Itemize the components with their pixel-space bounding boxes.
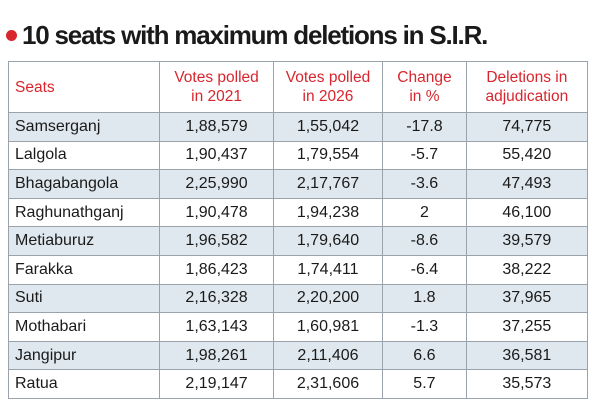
seat-name: Suti bbox=[7, 283, 161, 314]
table-cell: 37,255 bbox=[465, 312, 589, 342]
table-cell: 46,100 bbox=[465, 197, 589, 228]
table-cell: 2,19,147 bbox=[159, 369, 274, 399]
table-cell: 1,79,554 bbox=[272, 140, 384, 171]
header-line: Seats bbox=[15, 78, 55, 96]
table-cell: -17.8 bbox=[382, 112, 467, 142]
seat-name: Mothabari bbox=[7, 312, 161, 342]
table-cell: -8.6 bbox=[382, 226, 467, 256]
table-cell: 5.7 bbox=[382, 369, 467, 399]
table-cell: 36,581 bbox=[465, 340, 589, 371]
table-cell: 2,16,328 bbox=[159, 283, 274, 314]
table-cell: -6.4 bbox=[382, 254, 467, 285]
table-row: Samserganj 1,88,579 1,55,042 -17.8 74,775 bbox=[7, 112, 589, 142]
header-line: Change bbox=[397, 69, 452, 86]
header-line: adjudication bbox=[485, 88, 569, 105]
table-row: Jangipur 1,98,261 2,11,406 6.6 36,581 bbox=[7, 340, 589, 371]
title: 10 seats with maximum deletions in S.I.R… bbox=[22, 19, 488, 50]
column-header: Seats bbox=[7, 61, 161, 113]
column-header: Deletions in adjudication bbox=[465, 61, 589, 113]
header-line: in 2026 bbox=[302, 88, 354, 105]
table-cell: 2,11,406 bbox=[272, 340, 384, 371]
table-cell: -3.6 bbox=[382, 169, 467, 199]
seat-name: Bhagabangola bbox=[7, 169, 161, 199]
table-cell: 1,63,143 bbox=[159, 312, 274, 342]
table-cell: 2,20,200 bbox=[272, 283, 384, 314]
table-cell: 1,98,261 bbox=[159, 340, 274, 371]
header-line: in % bbox=[409, 88, 440, 105]
table-cell: 47,493 bbox=[465, 169, 589, 199]
column-header: Votes polled in 2026 bbox=[272, 61, 384, 113]
table-cell: 2 bbox=[382, 197, 467, 228]
seat-name: Ratua bbox=[7, 369, 161, 399]
table-cell: 6.6 bbox=[382, 340, 467, 371]
seat-name: Lalgola bbox=[7, 140, 161, 171]
table-cell: 1,96,582 bbox=[159, 226, 274, 256]
table-row: Ratua 2,19,147 2,31,606 5.7 35,573 bbox=[7, 369, 589, 399]
table-row: Raghunathganj 1,90,478 1,94,238 2 46,100 bbox=[7, 197, 589, 228]
header-line: Votes polled bbox=[285, 69, 371, 86]
table-row: Suti 2,16,328 2,20,200 1.8 37,965 bbox=[7, 283, 589, 314]
table-cell: 1,79,640 bbox=[272, 226, 384, 256]
table-cell: 74,775 bbox=[465, 112, 589, 142]
title-row: 10 seats with maximum deletions in S.I.R… bbox=[6, 16, 488, 54]
table-cell: 2,25,990 bbox=[159, 169, 274, 199]
table-cell: 55,420 bbox=[465, 140, 589, 171]
seat-name: Samserganj bbox=[7, 112, 161, 142]
header-line: Votes polled bbox=[174, 69, 259, 86]
column-header: Change in % bbox=[382, 61, 467, 113]
table-cell: 1,94,238 bbox=[272, 197, 384, 228]
table-cell: 1,90,437 bbox=[159, 140, 274, 171]
seat-name: Metiaburuz bbox=[7, 226, 161, 256]
table-cell: 38,222 bbox=[465, 254, 589, 285]
table-cell: 1.8 bbox=[382, 283, 467, 314]
table-cell: 39,579 bbox=[465, 226, 589, 256]
header-line: Deletions in bbox=[486, 69, 568, 86]
header-row: Seats Votes polled in 2021 Votes polled in 2… bbox=[7, 61, 589, 113]
table-cell: -1.3 bbox=[382, 312, 467, 342]
table-cell: 1,60,981 bbox=[272, 312, 384, 342]
table-row: Farakka 1,86,423 1,74,411 -6.4 38,222 bbox=[7, 254, 589, 285]
table-cell: 37,965 bbox=[465, 283, 589, 314]
table-cell: 1,74,411 bbox=[272, 254, 384, 285]
table-row: Bhagabangola 2,25,990 2,17,767 -3.6 47,493 bbox=[7, 169, 589, 199]
table-cell: 1,86,423 bbox=[159, 254, 274, 285]
table-cell: 2,17,767 bbox=[272, 169, 384, 199]
seat-name: Jangipur bbox=[7, 340, 161, 371]
header-line: in 2021 bbox=[191, 88, 242, 105]
table-cell: 35,573 bbox=[465, 369, 589, 399]
table-cell: -5.7 bbox=[382, 140, 467, 171]
table-row: Lalgola 1,90,437 1,79,554 -5.7 55,420 bbox=[7, 140, 589, 171]
table-cell: 2,31,606 bbox=[272, 369, 384, 399]
table-body: Samserganj 1,88,579 1,55,042 -17.8 74,775 Lal… bbox=[7, 112, 589, 399]
table-cell: 1,88,579 bbox=[159, 112, 274, 142]
table-cell: 1,90,478 bbox=[159, 197, 274, 228]
bullet bbox=[6, 29, 17, 41]
seat-name: Raghunathganj bbox=[7, 197, 161, 228]
table-cell: 1,55,042 bbox=[272, 112, 384, 142]
seat-name: Farakka bbox=[7, 254, 161, 285]
column-header: Votes polled in 2021 bbox=[159, 61, 274, 113]
table-row: Mothabari 1,63,143 1,60,981 -1.3 37,255 bbox=[7, 312, 589, 342]
table-row: Metiaburuz 1,96,582 1,79,640 -8.6 39,579 bbox=[7, 226, 589, 256]
data-table: Seats Votes polled in 2021 Votes polled in 2… bbox=[7, 61, 589, 399]
